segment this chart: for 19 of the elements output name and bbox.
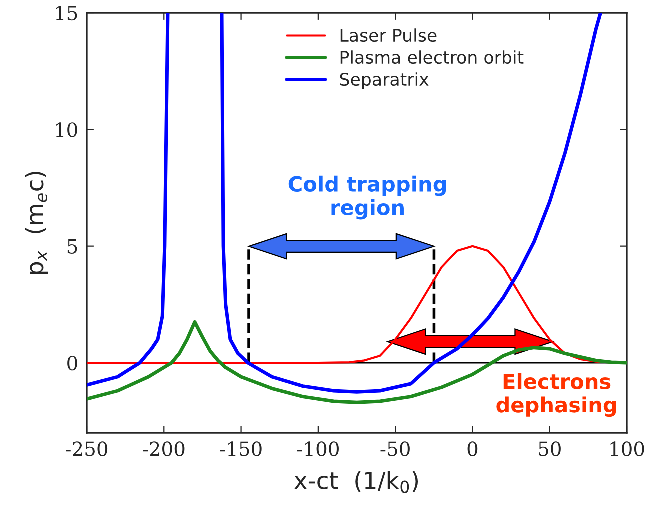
annotation: Cold trapping region: [288, 176, 446, 220]
legend-label: Separatrix: [340, 72, 429, 90]
annotation: Electrons dephasing: [496, 373, 616, 418]
y-tick-label: 15: [56, 6, 78, 21]
x-tick-label: 50: [539, 442, 561, 456]
x-tick-label: -250: [66, 442, 108, 456]
x-tick-label: -100: [297, 442, 339, 456]
x-axis-title: x-ct (1/k$_{0}$): [294, 471, 418, 494]
x-tick-label: 100: [610, 442, 644, 456]
legend-label: Plasma electron orbit: [340, 50, 524, 64]
y-tick-label: 0: [68, 356, 78, 371]
x-tick-label: -150: [220, 442, 262, 456]
y-axis-title: p$_{x}$ (m$_{e}$c): [25, 172, 48, 274]
legend-label: Laser Pulse: [340, 28, 437, 42]
x-tick-label: -200: [143, 442, 185, 456]
x-tick-label: 0: [468, 442, 478, 456]
y-tick-label: 5: [68, 240, 78, 254]
x-tick-label: -50: [380, 442, 410, 456]
y-tick-label: 10: [56, 122, 78, 138]
